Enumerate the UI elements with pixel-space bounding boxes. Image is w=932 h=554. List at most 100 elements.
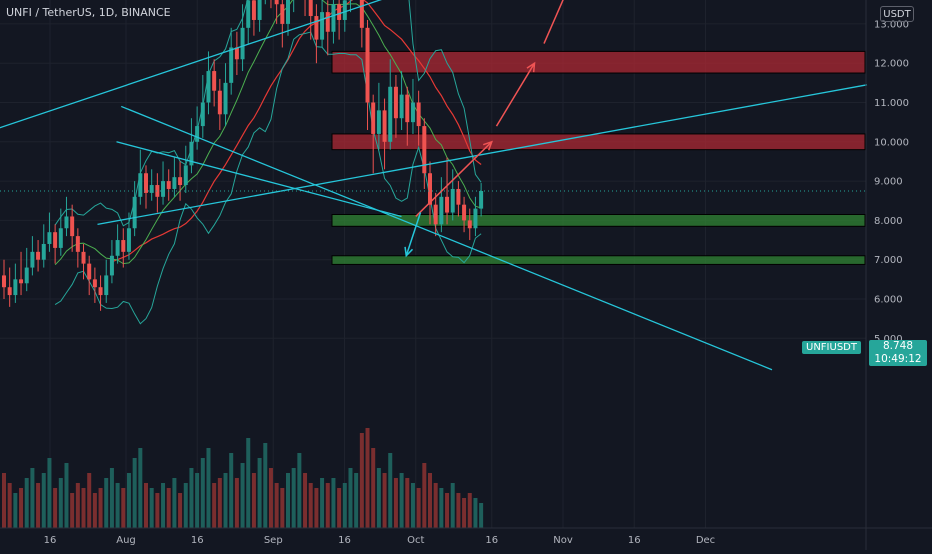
volume-bar (161, 483, 165, 528)
candle-body (331, 4, 335, 32)
candle-body (59, 228, 63, 248)
volume-bar (121, 488, 125, 528)
candle-body (13, 279, 17, 295)
volume-bar (314, 488, 318, 528)
volume-bar (320, 478, 324, 528)
last-price-value: 8.748 (869, 340, 927, 353)
volume-bar (206, 448, 210, 528)
volume-bar (155, 493, 159, 528)
candle-body (36, 252, 40, 260)
currency-badge[interactable]: USDT (880, 6, 914, 22)
volume-bar (445, 493, 449, 528)
volume-bar (212, 483, 216, 528)
candle-body (76, 236, 80, 252)
volume-bar (303, 473, 307, 528)
candle-body (309, 0, 313, 16)
candle-body (405, 95, 409, 123)
candle-body (53, 232, 57, 248)
candle-body (411, 103, 415, 123)
candle-body (178, 177, 182, 185)
volume-bar (337, 488, 341, 528)
candle-body (161, 181, 165, 197)
candle-body (8, 287, 12, 295)
candle-body (25, 268, 29, 284)
candle-body (229, 47, 233, 82)
support-zone (332, 256, 865, 265)
volume-bar (195, 473, 199, 528)
volume-bar (280, 488, 284, 528)
volume-bar (434, 483, 438, 528)
candle-body (337, 4, 341, 20)
x-tick-label: 16 (338, 535, 351, 546)
candle-body (116, 240, 120, 256)
candle-body (218, 91, 222, 115)
volume-bar (82, 488, 86, 528)
volume-bar (417, 488, 421, 528)
candle-body (320, 12, 324, 40)
volume-bar (104, 478, 108, 528)
candle-body (121, 240, 125, 252)
y-tick-label: 10.000 (874, 137, 909, 148)
volume-bar (400, 473, 404, 528)
candle-body (462, 205, 466, 221)
candle-body (473, 209, 477, 229)
volume-bar (133, 458, 137, 528)
volume-bar (422, 463, 426, 528)
volume-bar (360, 433, 364, 528)
candle-body (388, 87, 392, 142)
volume-bar (348, 468, 352, 528)
y-tick-label: 9.000 (874, 177, 903, 188)
candle-body (417, 103, 421, 127)
volume-bar (377, 468, 381, 528)
candle-body (252, 0, 256, 20)
candle-body (99, 287, 103, 295)
candle-body (235, 47, 239, 59)
candle-body (286, 0, 290, 24)
candle-body (206, 71, 210, 102)
volume-bar (309, 483, 313, 528)
candle-body (93, 279, 97, 287)
volume-bar (218, 478, 222, 528)
volume-bar (297, 453, 301, 528)
candle-body (241, 28, 245, 59)
resistance-zone (332, 134, 865, 150)
candle-body (133, 197, 137, 228)
bar-countdown: 10:49:12 (869, 353, 927, 366)
x-tick-label: 16 (485, 535, 498, 546)
volume-bar (25, 478, 29, 528)
candle-body (468, 220, 472, 228)
volume-bar (53, 488, 57, 528)
candle-body (2, 275, 6, 287)
volume-bar (354, 473, 358, 528)
x-tick-label: Oct (407, 535, 424, 546)
resistance-zone (332, 51, 865, 73)
candle-body (400, 95, 404, 119)
volume-bar (13, 493, 17, 528)
volume-bar (292, 468, 296, 528)
symbol-title[interactable]: UNFI / TetherUS, 1D, BINANCE (6, 6, 171, 19)
volume-bar (394, 478, 398, 528)
candle-body (201, 103, 205, 127)
volume-bar (439, 488, 443, 528)
candle-body (451, 189, 455, 213)
volume-bar (428, 473, 432, 528)
x-tick-label: Nov (553, 535, 573, 546)
candle-body (394, 87, 398, 118)
candle-body (155, 185, 159, 197)
candle-body (224, 83, 228, 114)
volume-bar (388, 453, 392, 528)
volume-bar (184, 483, 188, 528)
volume-bar (235, 478, 239, 528)
x-tick-label: 16 (628, 535, 641, 546)
volume-bar (36, 483, 40, 528)
volume-bar (150, 488, 154, 528)
candle-body (104, 275, 108, 295)
volume-bar (326, 483, 330, 528)
candle-body (343, 0, 347, 20)
x-tick-label: Sep (264, 535, 283, 546)
candle-body (445, 197, 449, 213)
candle-body (138, 173, 142, 197)
volume-bar (64, 463, 68, 528)
